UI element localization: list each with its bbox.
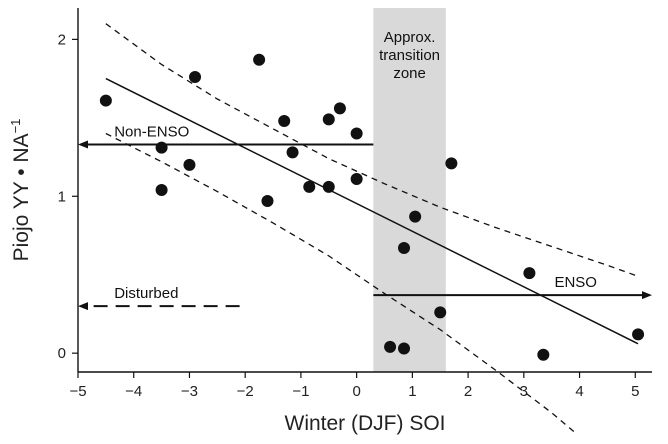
transition-zone-line-2: transition — [379, 47, 440, 64]
transition-zone-label: Approx. transition zone — [379, 29, 440, 82]
data-point — [189, 71, 202, 84]
confidence-band — [105, 23, 639, 433]
data-point — [303, 180, 316, 193]
data-point — [409, 210, 422, 223]
y-tick-label: 1 — [58, 188, 66, 205]
data-point — [398, 242, 411, 255]
x-tick-label: 1 — [408, 383, 416, 400]
y-tick-label: 0 — [58, 345, 66, 362]
ci-upper-line — [105, 23, 639, 277]
data-point — [537, 348, 550, 361]
x-tick-label: −3 — [181, 383, 198, 400]
y-axis-ticks: 0 1 2 — [58, 31, 78, 362]
data-point — [286, 146, 299, 159]
data-point — [384, 340, 397, 353]
axes — [77, 8, 652, 373]
y-axis-title-main: Piojo YY • NA — [10, 133, 33, 261]
ci-lower-line — [105, 132, 575, 433]
regime-arrows — [78, 140, 652, 311]
x-axis-title: Winter (DJF) SOI — [285, 412, 446, 435]
transition-zone-line-3: zone — [393, 65, 426, 82]
data-point — [278, 114, 291, 127]
data-point — [183, 158, 196, 171]
disturbed-label: Disturbed — [114, 285, 178, 302]
data-point — [261, 194, 274, 207]
data-point — [434, 306, 447, 319]
data-point — [445, 157, 458, 170]
data-point — [155, 141, 168, 154]
data-point — [350, 127, 363, 140]
non-enso-label: Non-ENSO — [114, 124, 189, 141]
data-point — [322, 113, 335, 126]
x-axis-ticks: −5 −4 −3 −2 −1 0 1 2 3 4 5 — [69, 372, 639, 400]
x-tick-label: 0 — [352, 383, 360, 400]
x-tick-label: −5 — [69, 383, 86, 400]
non-enso-arrow-head — [78, 140, 88, 149]
y-tick-label: 2 — [58, 31, 66, 48]
y-axis-title-exponent: −1 — [8, 119, 23, 134]
transition-zone-line-1: Approx. — [384, 29, 436, 46]
x-tick-label: 4 — [575, 383, 583, 400]
y-axis-title: Piojo YY • NA−1 — [8, 119, 33, 262]
regression-line — [105, 77, 639, 345]
data-point — [99, 94, 112, 107]
regression-fit — [105, 77, 639, 345]
x-tick-label: −2 — [237, 383, 254, 400]
x-tick-label: −1 — [292, 383, 309, 400]
x-tick-label: −4 — [125, 383, 142, 400]
data-point — [322, 180, 335, 193]
data-point — [632, 328, 645, 341]
data-point — [523, 267, 536, 280]
enso-arrow-head — [642, 291, 652, 300]
enso-label: ENSO — [554, 274, 597, 291]
data-point — [333, 102, 346, 115]
data-points — [99, 53, 645, 361]
data-point — [350, 173, 363, 186]
disturbed-arrow-head — [78, 302, 88, 311]
data-point — [398, 342, 411, 355]
x-tick-label: 5 — [631, 383, 639, 400]
x-tick-label: 3 — [520, 383, 528, 400]
data-point — [155, 184, 168, 196]
data-point — [253, 53, 266, 66]
x-tick-label: 2 — [464, 383, 472, 400]
transition-zone-band — [373, 8, 446, 372]
